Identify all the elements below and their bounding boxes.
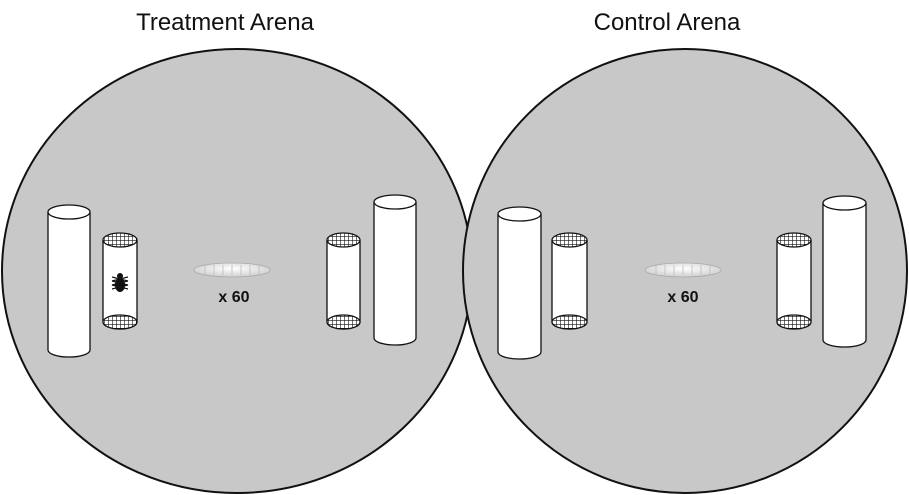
tube: [823, 203, 866, 347]
count-label: x 60: [218, 289, 249, 306]
tube: [498, 214, 541, 359]
arena-title: Control Arena: [594, 9, 741, 36]
beetle-body: [115, 278, 125, 292]
tube-top: [498, 207, 541, 221]
tube-top: [48, 205, 90, 219]
tube: [48, 212, 90, 357]
mesh-top: [327, 233, 360, 247]
mesh-bottom: [103, 315, 137, 329]
arena-title: Treatment Arena: [136, 9, 315, 36]
tube-top: [374, 195, 416, 209]
mesh-bottom: [327, 315, 360, 329]
tube-top: [823, 196, 866, 210]
mesh-top: [103, 233, 137, 247]
beetle-head: [117, 273, 123, 279]
mesh-top: [552, 233, 587, 247]
mesh-bottom: [552, 315, 587, 329]
count-label: x 60: [667, 289, 698, 306]
tube: [374, 202, 416, 345]
figure: Treatment Arena Control Arena x 60 x 60: [0, 0, 909, 495]
mesh-top: [777, 233, 811, 247]
mesh-bottom: [777, 315, 811, 329]
